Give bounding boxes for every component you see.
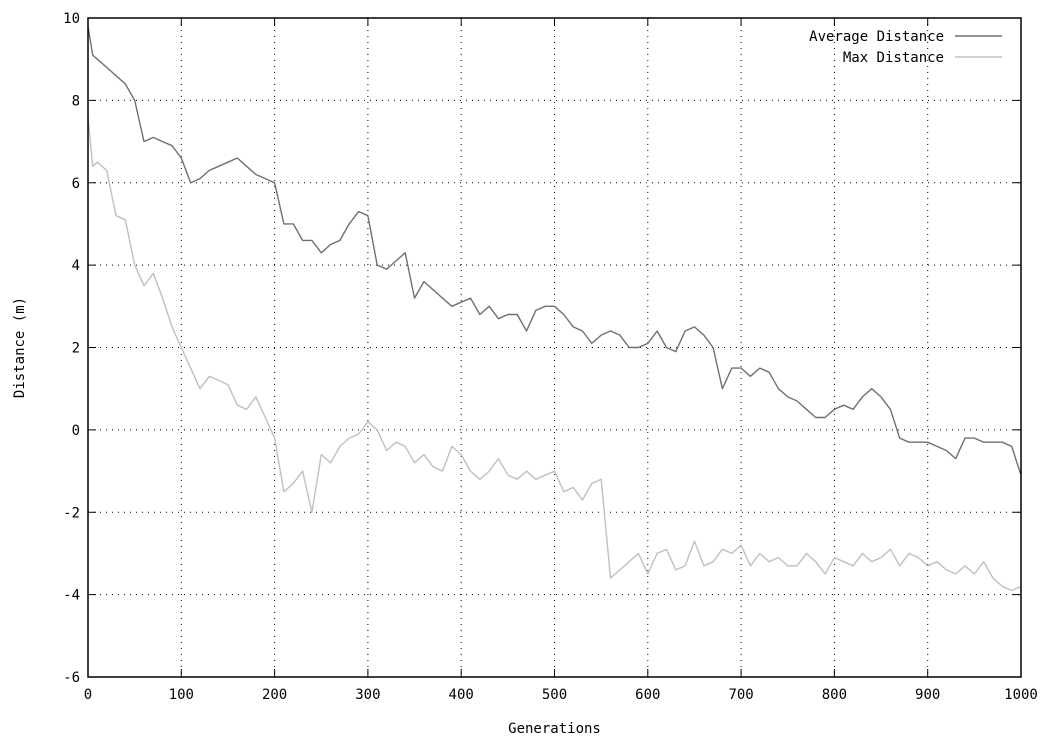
y-axis-label: Distance (m) bbox=[12, 297, 28, 398]
x-tick-label: 800 bbox=[822, 687, 847, 703]
x-tick-label: 100 bbox=[169, 687, 194, 703]
y-tick-label: -4 bbox=[63, 588, 80, 604]
y-tick-label: 0 bbox=[72, 423, 80, 439]
legend-label-average-distance: Average Distance bbox=[809, 29, 944, 45]
legend: Average Distance Max Distance bbox=[809, 29, 1002, 66]
x-tick-label: 300 bbox=[355, 687, 380, 703]
y-tick-label: -2 bbox=[63, 505, 80, 521]
x-tick-label: 500 bbox=[542, 687, 567, 703]
series-layer bbox=[87, 26, 1022, 592]
y-tick-label: 2 bbox=[72, 341, 80, 357]
series-line-max-distance bbox=[87, 116, 1022, 592]
y-tick-label: 6 bbox=[72, 176, 80, 192]
x-axis-label: Generations bbox=[508, 721, 601, 737]
y-tick-label: -6 bbox=[63, 670, 80, 686]
tick-labels: 0 100 200 300 400 500 600 700 800 900 1000 -6 -4 -2 0 2… bbox=[63, 11, 1038, 703]
y-tick-label: 10 bbox=[63, 11, 80, 27]
series-line-average-distance bbox=[87, 26, 1022, 476]
y-tick-label: 8 bbox=[72, 93, 80, 109]
y-tick-label: 4 bbox=[72, 258, 80, 274]
x-tick-label: 200 bbox=[262, 687, 287, 703]
plot-frame bbox=[87, 17, 1022, 678]
legend-label-max-distance: Max Distance bbox=[843, 50, 944, 66]
x-tick-label: 600 bbox=[635, 687, 660, 703]
grid-lines bbox=[88, 18, 1021, 677]
x-tick-label: 400 bbox=[449, 687, 474, 703]
x-tick-label: 1000 bbox=[1004, 687, 1038, 703]
x-tick-label: 0 bbox=[84, 687, 92, 703]
axis-ticks bbox=[87, 17, 1022, 678]
x-tick-label: 900 bbox=[915, 687, 940, 703]
x-tick-label: 700 bbox=[728, 687, 753, 703]
